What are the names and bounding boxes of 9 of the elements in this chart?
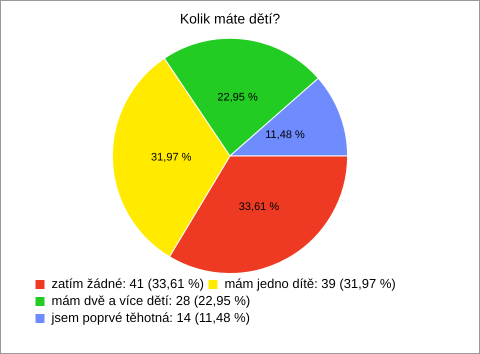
legend-label: mám dvě a více dětí: 28 (22,95 %) (52, 293, 250, 308)
legend-label: zatím žádné: 41 (33,61 %) (52, 276, 204, 292)
data-label: 11,48 % (265, 129, 306, 142)
data-label: 22,95 % (217, 92, 258, 104)
legend-label: mám jedno dítě: 39 (31,97 %) (224, 276, 396, 292)
data-label: 33,61 % (238, 201, 280, 214)
chart-title: Kolik máte dětí? (180, 10, 280, 26)
legend-label: jsem poprvé těhotná: 14 (11,48 %) (50, 310, 250, 326)
data-label: 31,97 % (151, 151, 192, 164)
